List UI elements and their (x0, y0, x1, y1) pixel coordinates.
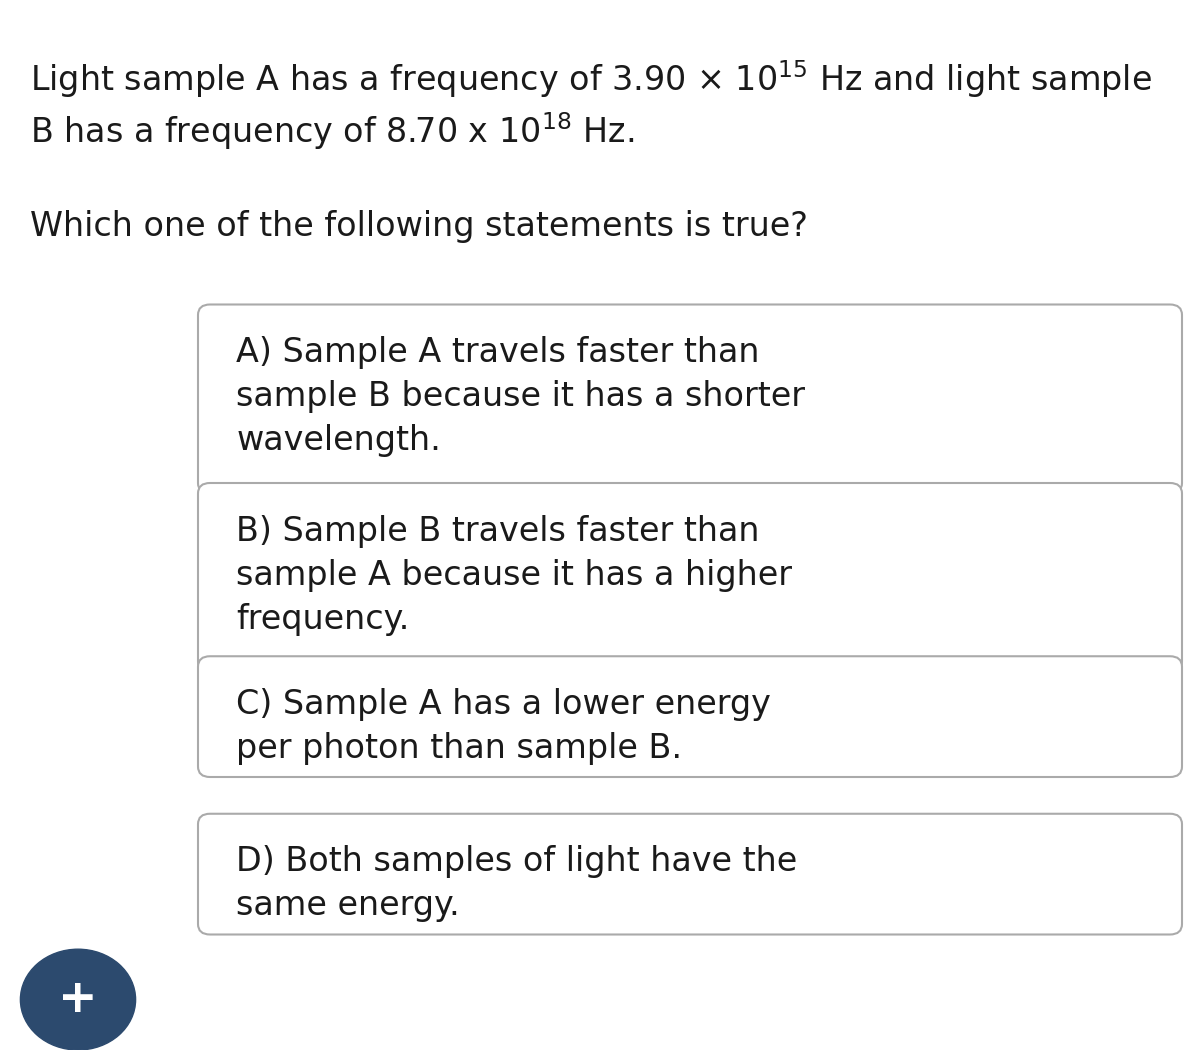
FancyBboxPatch shape (198, 483, 1182, 672)
FancyBboxPatch shape (198, 304, 1182, 494)
Text: frequency.: frequency. (236, 603, 409, 635)
Text: B) Sample B travels faster than: B) Sample B travels faster than (236, 514, 760, 547)
Text: +: + (58, 978, 98, 1022)
Text: per photon than sample B.: per photon than sample B. (236, 732, 683, 764)
Circle shape (20, 949, 136, 1050)
Text: C) Sample A has a lower energy: C) Sample A has a lower energy (236, 688, 772, 720)
FancyBboxPatch shape (198, 656, 1182, 777)
Text: wavelength.: wavelength. (236, 424, 442, 457)
Text: A) Sample A travels faster than: A) Sample A travels faster than (236, 336, 760, 369)
Text: D) Both samples of light have the: D) Both samples of light have the (236, 845, 798, 878)
FancyBboxPatch shape (198, 814, 1182, 934)
Text: same energy.: same energy. (236, 889, 460, 922)
Text: Which one of the following statements is true?: Which one of the following statements is… (30, 210, 808, 243)
Text: B has a frequency of 8.70 x 10$^{18}$ Hz.: B has a frequency of 8.70 x 10$^{18}$ Hz… (30, 110, 634, 152)
Text: sample A because it has a higher: sample A because it has a higher (236, 559, 792, 591)
Text: sample B because it has a shorter: sample B because it has a shorter (236, 380, 805, 413)
Text: Light sample A has a frequency of 3.90 $\times$ 10$^{15}$ Hz and light sample: Light sample A has a frequency of 3.90 $… (30, 58, 1152, 100)
